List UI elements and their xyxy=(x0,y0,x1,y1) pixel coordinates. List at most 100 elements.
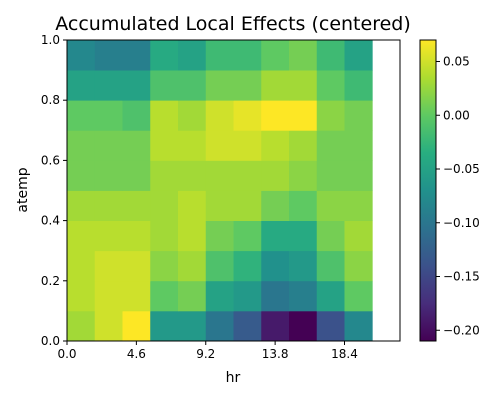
heatmap-cell xyxy=(94,220,123,252)
heatmap-cell xyxy=(316,160,345,191)
heatmap-cell xyxy=(205,310,234,342)
heatmap-cell xyxy=(205,220,234,252)
heatmap-cell xyxy=(122,40,151,71)
colorbar-ticks: 0.05 0.00 −0.05 −0.10 −0.15 −0.20 xyxy=(436,55,480,337)
heatmap-cell xyxy=(344,130,373,161)
heatmap-cell xyxy=(178,70,207,101)
heatmap-cell xyxy=(205,130,234,161)
heatmap-cell xyxy=(261,160,290,191)
heatmap-cell xyxy=(344,100,373,131)
heatmap-cell xyxy=(178,160,207,191)
heatmap-cell xyxy=(261,310,290,342)
heatmap-cell xyxy=(150,280,179,312)
heatmap-cell xyxy=(150,100,179,131)
heatmap-cell xyxy=(344,310,373,342)
heatmap-cell xyxy=(344,220,373,252)
heatmap-cell xyxy=(233,220,262,252)
heatmap-cell xyxy=(67,130,96,161)
heatmap-cell xyxy=(316,250,345,282)
heatmap-cell xyxy=(316,70,345,101)
heatmap-cell xyxy=(67,250,96,282)
y-axis-label: atemp xyxy=(15,167,31,212)
heatmap-cell xyxy=(316,130,345,161)
heatmap-cell xyxy=(150,70,179,101)
heatmap-cell xyxy=(289,100,318,131)
heatmap-cell xyxy=(344,160,373,191)
chart-title: Accumulated Local Effects (centered) xyxy=(55,13,411,35)
heatmap-cell xyxy=(178,310,207,342)
heatmap-cell xyxy=(344,280,373,312)
heatmap-cell xyxy=(150,130,179,161)
heatmap-cell xyxy=(67,280,96,312)
heatmap-cell xyxy=(122,70,151,101)
heatmap-cell xyxy=(261,280,290,312)
heatmap-cell xyxy=(233,70,262,101)
y-tick-label: 0.4 xyxy=(41,214,60,228)
heatmap-cell xyxy=(344,40,373,71)
heatmap-cells xyxy=(67,40,373,342)
colorbar-tick-label: −0.15 xyxy=(443,270,480,284)
heatmap-cell xyxy=(289,280,318,312)
heatmap-cell xyxy=(316,40,345,71)
heatmap-cell xyxy=(261,40,290,71)
y-tick-label: 0.0 xyxy=(41,334,60,348)
heatmap-cell xyxy=(289,310,318,342)
heatmap-cell xyxy=(261,220,290,252)
colorbar-tick-label: −0.05 xyxy=(443,162,480,176)
heatmap-cell xyxy=(316,280,345,312)
heatmap-cell xyxy=(122,280,151,312)
colorbar-tick-label: −0.20 xyxy=(443,323,480,337)
colorbar xyxy=(419,39,437,342)
heatmap-cell xyxy=(289,130,318,161)
heatmap-cell xyxy=(261,70,290,101)
heatmap-cell xyxy=(122,220,151,252)
heatmap-cell xyxy=(94,100,123,131)
heatmap-cell xyxy=(233,100,262,131)
y-tick-label: 0.8 xyxy=(41,93,60,107)
heatmap-cell xyxy=(261,250,290,282)
x-axis-label: hr xyxy=(226,370,241,386)
heatmap-cell xyxy=(289,40,318,71)
heatmap-cell xyxy=(261,190,290,221)
heatmap-cell xyxy=(205,190,234,221)
heatmap-cell xyxy=(67,220,96,252)
colorbar-tick-label: 0.05 xyxy=(443,55,470,69)
heatmap-cell xyxy=(67,190,96,221)
colorbar-tick-label: 0.00 xyxy=(443,108,470,122)
heatmap-cell xyxy=(122,160,151,191)
heatmap-cell xyxy=(67,70,96,101)
heatmap-cell xyxy=(150,190,179,221)
heatmap-cell xyxy=(178,100,207,131)
plot-area-frame xyxy=(66,39,401,342)
heatmap-cell xyxy=(94,130,123,161)
heatmap-cell xyxy=(178,40,207,71)
heatmap-cell xyxy=(178,250,207,282)
heatmap-cell xyxy=(205,250,234,282)
heatmap-cell xyxy=(94,190,123,221)
heatmap-cell xyxy=(289,250,318,282)
heatmap-cell xyxy=(150,160,179,191)
y-tick-label: 0.2 xyxy=(41,274,60,288)
heatmap-cell xyxy=(122,190,151,221)
y-tick-label: 1.0 xyxy=(41,33,60,47)
heatmap-cell xyxy=(94,70,123,101)
heatmap-cell xyxy=(67,40,96,71)
heatmap-cell xyxy=(205,70,234,101)
heatmap-cell xyxy=(233,280,262,312)
heatmap-cell xyxy=(150,250,179,282)
heatmap-cell xyxy=(261,130,290,161)
heatmap-cell xyxy=(122,130,151,161)
heatmap-cell xyxy=(94,40,123,71)
heatmap-cell xyxy=(233,250,262,282)
heatmap-cell xyxy=(150,220,179,252)
heatmap-cell xyxy=(205,160,234,191)
heatmap-cell xyxy=(316,100,345,131)
heatmap-cell xyxy=(289,220,318,252)
heatmap-cell xyxy=(178,220,207,252)
heatmap-cell xyxy=(316,310,345,342)
heatmap-cell xyxy=(150,40,179,71)
heatmap-cell xyxy=(67,100,96,131)
heatmap-cell xyxy=(178,280,207,312)
